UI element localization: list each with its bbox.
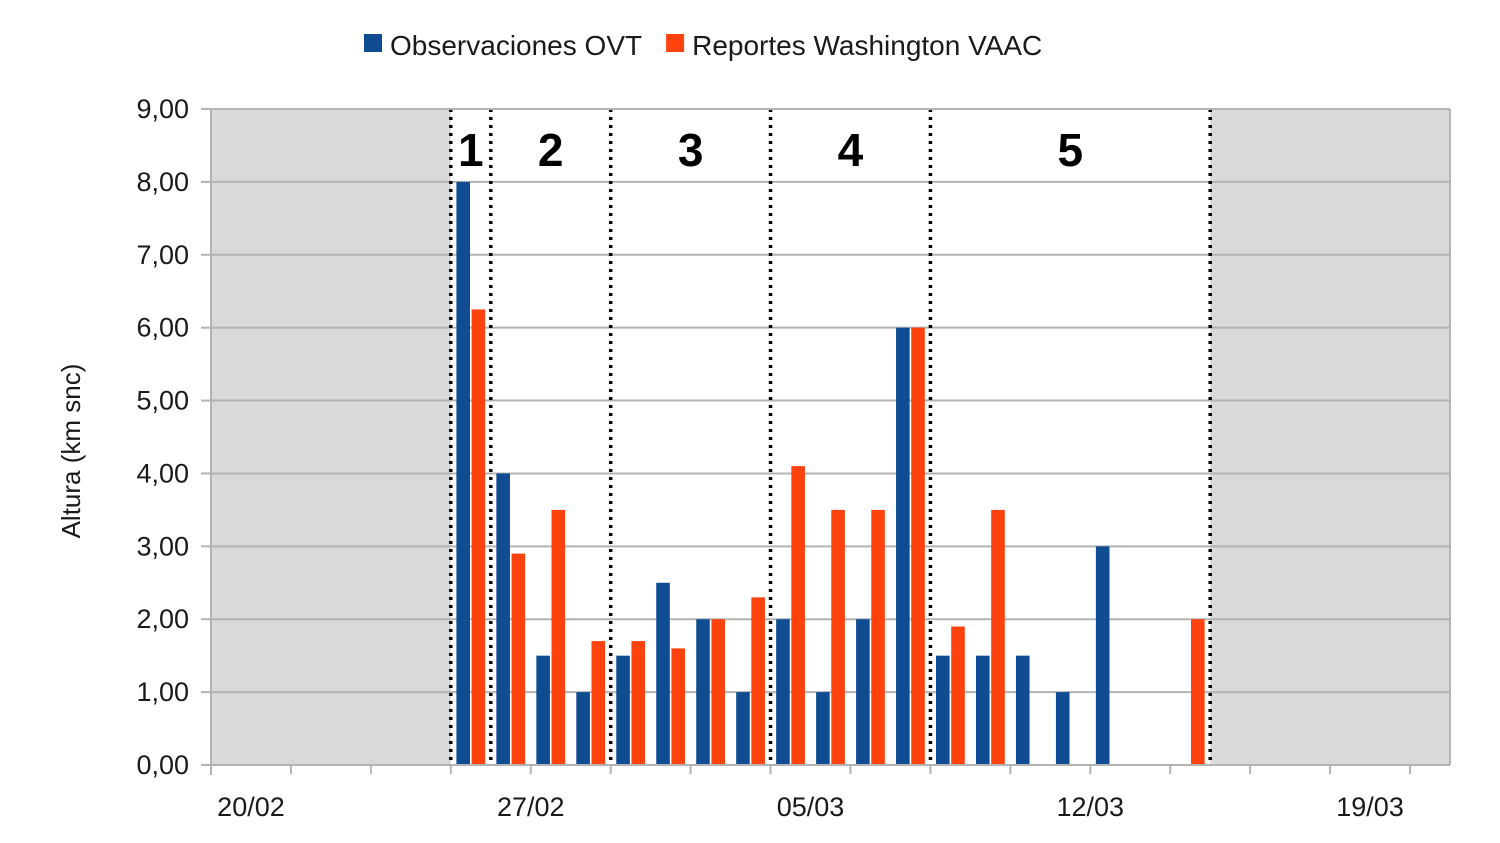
x-tick-label: 05/03 — [777, 792, 845, 822]
phase-label: 3 — [678, 124, 704, 176]
phase-dividers: 1 2 3 4 5 — [449, 109, 1212, 765]
y-tick-label: 0,00 — [136, 750, 189, 780]
y-tick-label: 2,00 — [136, 604, 189, 634]
x-tick-label: 27/02 — [497, 792, 565, 822]
bar-vaac — [551, 509, 566, 765]
bar-ovt — [896, 327, 910, 765]
legend-swatch — [666, 34, 685, 52]
bar-vaac — [591, 641, 606, 765]
legend: Observaciones OVT Reportes Washington VAA… — [364, 30, 1042, 61]
phase-label: 2 — [538, 124, 564, 176]
plot-background — [211, 109, 1450, 765]
bar-ovt — [856, 619, 870, 765]
shaded-region — [211, 109, 451, 765]
bar-vaac — [991, 509, 1005, 765]
legend-swatch — [364, 34, 382, 52]
bar-vaac — [751, 597, 765, 765]
y-tick-label: 9,00 — [136, 94, 189, 124]
y-tick-label: 6,00 — [136, 313, 189, 343]
bar-ovt — [616, 655, 630, 765]
bar-vaac — [1191, 619, 1205, 765]
bar-vaac — [631, 641, 646, 765]
bar-vaac — [911, 327, 925, 765]
bar-ovt — [536, 655, 550, 765]
x-tick-label: 12/03 — [1057, 792, 1125, 822]
bar-ovt — [1055, 692, 1070, 765]
y-axis-label: Altura (km snc) — [56, 364, 86, 539]
bars — [456, 181, 1205, 765]
bar-vaac — [871, 509, 885, 765]
bar-ovt — [776, 619, 790, 765]
bar-vaac — [951, 626, 965, 765]
bar-ovt — [736, 692, 750, 765]
bar-vaac — [671, 648, 686, 765]
bar-vaac — [511, 553, 526, 765]
bar-ovt — [1015, 655, 1030, 765]
bar-vaac — [791, 466, 805, 765]
x-tick-label: 20/02 — [217, 792, 285, 822]
bar-ovt — [936, 655, 950, 765]
axes: 0,00 1,00 2,00 3,00 4,00 5,00 6,00 7,00 8,00 9,00… — [136, 94, 1451, 822]
phase-label: 1 — [458, 124, 484, 176]
y-tick-label: 4,00 — [136, 458, 189, 488]
bar-ovt — [656, 582, 670, 765]
y-tick-label: 7,00 — [136, 240, 189, 270]
bar-ovt — [496, 473, 510, 765]
phase-label: 5 — [1058, 124, 1084, 176]
bar-ovt — [1095, 546, 1110, 765]
y-tick-label: 8,00 — [136, 167, 189, 197]
bar-ovt — [576, 692, 590, 765]
bar-vaac — [831, 509, 845, 765]
x-tick-label: 19/03 — [1336, 792, 1404, 822]
bar-ovt — [696, 619, 710, 765]
legend-label: Observaciones OVT — [390, 30, 642, 61]
bar-ovt — [816, 692, 830, 765]
y-tick-label: 5,00 — [136, 386, 189, 416]
legend-label: Reportes Washington VAAC — [692, 30, 1042, 61]
y-tick-label: 3,00 — [136, 531, 189, 561]
shaded-region — [1210, 109, 1450, 765]
bar-ovt — [975, 655, 990, 765]
bar-ovt — [456, 181, 470, 765]
phase-label: 4 — [838, 124, 864, 176]
bar-vaac — [711, 619, 725, 765]
bar-vaac — [471, 309, 486, 765]
y-tick-label: 1,00 — [136, 677, 189, 707]
